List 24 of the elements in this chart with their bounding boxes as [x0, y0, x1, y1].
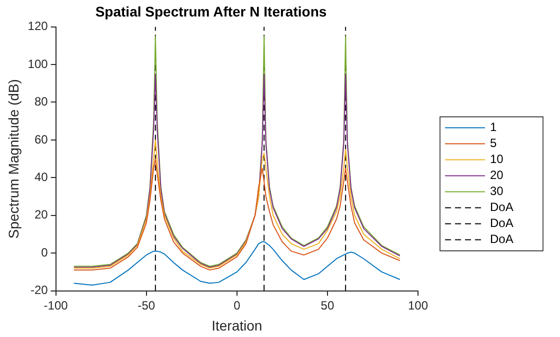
legend-label: 1 — [490, 120, 497, 134]
chart-title: Spatial Spectrum After N Iterations — [95, 3, 327, 20]
y-tick-label: 0 — [41, 245, 48, 260]
legend-label: 30 — [490, 184, 504, 198]
x-tick-label: 50 — [320, 298, 334, 312]
legend-label: DoA — [490, 216, 514, 230]
legend-label: 5 — [490, 136, 497, 150]
y-tick-label: 20 — [34, 208, 48, 222]
y-tick-label: 120 — [28, 19, 48, 34]
x-tick-label: -100 — [44, 298, 68, 312]
y-tick-label: 80 — [34, 94, 48, 109]
y-tick-label: 100 — [28, 56, 48, 71]
y-tick-label: 40 — [34, 170, 48, 184]
x-tick-label: 0 — [234, 298, 241, 312]
x-axis-title: Iteration — [212, 317, 262, 334]
legend-label: DoA — [490, 200, 514, 214]
legend-label: 20 — [490, 168, 504, 182]
x-tick-label: -50 — [138, 298, 156, 312]
legend-label: 10 — [490, 152, 504, 166]
x-tick-label: 100 — [408, 298, 428, 312]
y-tick-label: -20 — [30, 283, 48, 298]
legend-label: DoA — [490, 232, 514, 246]
y-tick-label: 60 — [34, 132, 48, 146]
y-axis-title: Spectrum Magnitude (dB) — [5, 79, 22, 239]
